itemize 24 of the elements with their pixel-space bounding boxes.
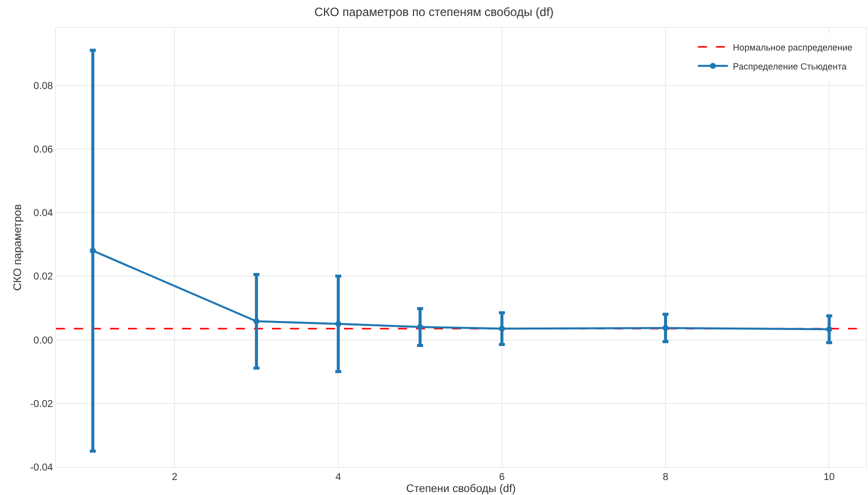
point <box>498 326 505 332</box>
legend-label: Нормальное распределение <box>732 42 852 52</box>
y-tick-label: 0.08 <box>34 80 54 92</box>
point <box>662 324 669 331</box>
y-tick-label: 0.06 <box>34 144 54 156</box>
point <box>335 320 342 327</box>
x-tick-label: 2 <box>172 472 178 483</box>
y-tick-label: 0.00 <box>34 335 54 346</box>
y-tick-label: -0.02 <box>30 398 54 410</box>
point <box>253 318 260 324</box>
x-tick-label: 4 <box>335 472 342 483</box>
point <box>826 326 832 332</box>
y-tick-label: 0.02 <box>34 272 54 283</box>
y-axis-title: СКО параметров <box>12 204 24 291</box>
y-tick-label: 0.04 <box>34 208 54 220</box>
x-tick-label: 10 <box>824 472 836 483</box>
point <box>90 248 96 254</box>
x-tick-label: 8 <box>662 472 669 483</box>
x-tick-label: 6 <box>499 472 506 483</box>
x-axis-title: Степени свободы (df) <box>406 483 516 495</box>
legend-label: Распределение Стьюдента <box>732 61 847 72</box>
chart-title: СКО параметров по степеням свободы (df) <box>314 4 554 19</box>
y-tick-label: -0.04 <box>30 462 54 474</box>
point <box>417 324 424 330</box>
